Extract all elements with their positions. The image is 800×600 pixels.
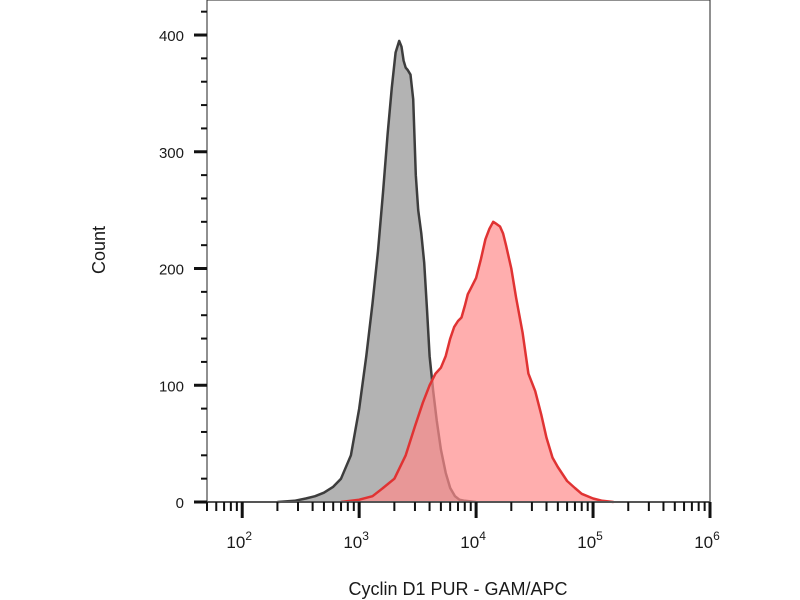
x-axis-label: Cyclin D1 PUR - GAM/APC: [348, 579, 567, 599]
x-tick-label: 104: [460, 529, 486, 552]
y-tick-label: 400: [159, 28, 184, 45]
x-tick-label: 102: [226, 529, 252, 552]
x-tick-label: 105: [577, 529, 603, 552]
y-tick-label: 0: [176, 495, 184, 512]
histogram-fill-2: [341, 221, 614, 503]
y-axis-label: Count: [89, 226, 109, 274]
x-tick-label: 103: [343, 529, 369, 552]
y-tick-label: 200: [159, 262, 184, 279]
y-tick-label: 100: [159, 378, 184, 395]
y-tick-label: 300: [159, 145, 184, 162]
histogram-line-2: [340, 220, 614, 504]
x-tick-label: 106: [694, 529, 720, 552]
axes: 0 100 200 300 400 102 103 104 105 106: [159, 10, 720, 552]
series-group: [207, 39, 710, 504]
